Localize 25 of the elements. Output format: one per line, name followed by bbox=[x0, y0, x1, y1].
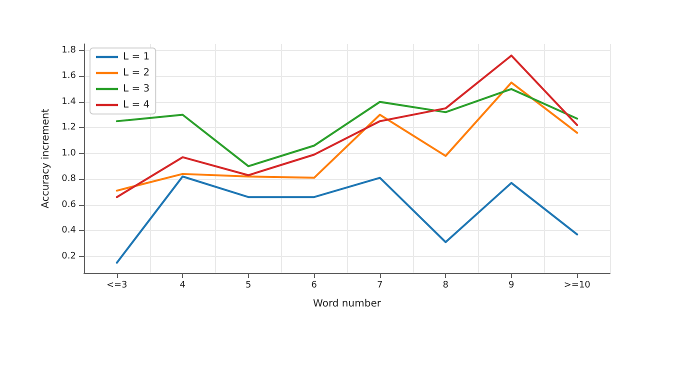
x-axis-title: Word number bbox=[313, 298, 382, 310]
line-series bbox=[116, 176, 578, 264]
y-tick-label: 1.4 bbox=[62, 96, 76, 107]
y-tick-label: 1.6 bbox=[62, 71, 76, 82]
line-series bbox=[116, 82, 578, 192]
legend-label: L = 3 bbox=[123, 84, 150, 94]
x-tick-label: 5 bbox=[246, 280, 252, 290]
y-tick-label: 0.8 bbox=[62, 174, 76, 184]
y-tick-label: 0.6 bbox=[62, 200, 76, 210]
y-tick-label: 1.2 bbox=[62, 122, 76, 133]
x-tick-label: 8 bbox=[442, 280, 449, 290]
x-tick-label: 9 bbox=[508, 280, 515, 290]
y-tick-label: 0.2 bbox=[62, 251, 76, 262]
legend-label: L = 1 bbox=[123, 52, 150, 62]
y-axis-title: Accuracy increment bbox=[40, 108, 52, 208]
x-tick-label: 7 bbox=[377, 280, 383, 290]
x-tick-label: 6 bbox=[311, 280, 318, 290]
legend-label: L = 2 bbox=[123, 68, 150, 78]
x-tick-label: >=10 bbox=[564, 280, 591, 290]
y-tick-label: 0.4 bbox=[62, 226, 76, 236]
x-tick-label: 4 bbox=[180, 280, 186, 290]
y-tick-label: 1.0 bbox=[62, 148, 76, 158]
y-tick-label: 1.8 bbox=[62, 45, 76, 56]
x-tick-label: <=3 bbox=[106, 280, 128, 290]
legend-label: L = 4 bbox=[123, 100, 150, 110]
